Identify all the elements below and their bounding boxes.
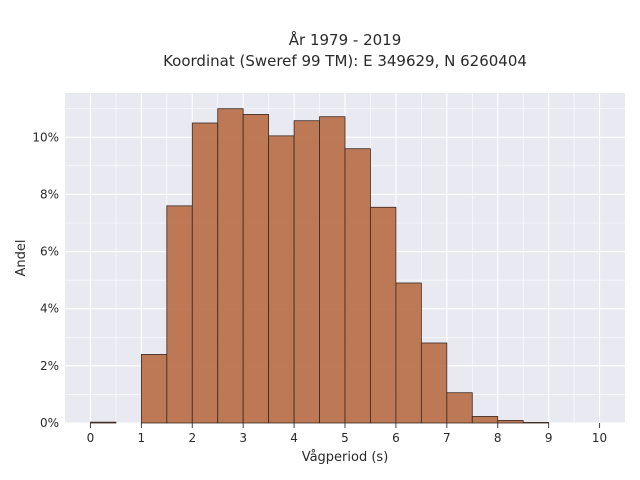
chart-title-line-2: Koordinat (Sweref 99 TM): E 349629, N 62… — [163, 52, 527, 70]
x-tick-label: 2 — [188, 431, 196, 445]
x-tick-label: 4 — [290, 431, 298, 445]
histogram-bar — [344, 148, 371, 424]
y-axis-label: Andel — [14, 240, 29, 277]
histogram-bar — [395, 282, 422, 424]
histogram-bar — [90, 421, 117, 424]
histogram-bar — [471, 416, 499, 424]
y-tick-label: 6% — [40, 245, 59, 259]
histogram-bar — [446, 392, 473, 424]
y-tick-label: 4% — [40, 302, 59, 316]
x-tick-label: 6 — [392, 431, 400, 445]
histogram-bar — [191, 122, 219, 424]
chart-title-line-1: År 1979 - 2019 — [289, 30, 402, 49]
x-tick-label: 9 — [545, 431, 553, 445]
histogram-bar — [319, 116, 346, 424]
x-axis-ticks: 0 1 2 3 4 5 6 7 8 9 10 — [87, 423, 607, 445]
histogram-bar — [293, 120, 320, 424]
y-axis-ticks: 0% 2% 4% 6% 8% 10% — [32, 130, 59, 430]
histogram-bar — [166, 205, 193, 424]
histogram-bar — [522, 422, 550, 424]
histogram-bar — [420, 342, 448, 424]
x-axis-label: Vågperiod (s) — [302, 450, 389, 465]
histogram-bar — [140, 354, 168, 424]
histogram-bar — [268, 135, 295, 424]
x-tick-label: 7 — [443, 431, 451, 445]
x-tick-label: 3 — [239, 431, 247, 445]
bars-group — [90, 108, 550, 424]
y-tick-label: 10% — [32, 130, 59, 144]
y-tick-label: 2% — [40, 359, 59, 373]
histogram-bar — [242, 114, 270, 424]
histogram-bar — [497, 420, 524, 424]
x-tick-label: 1 — [138, 431, 146, 445]
x-tick-label: 0 — [87, 431, 95, 445]
x-tick-label: 10 — [592, 431, 607, 445]
x-tick-label: 8 — [494, 431, 502, 445]
histogram-bar — [370, 206, 397, 424]
x-tick-label: 5 — [341, 431, 349, 445]
histogram-bar — [217, 108, 244, 424]
y-tick-label: 0% — [40, 416, 59, 430]
y-tick-label: 8% — [40, 187, 59, 201]
